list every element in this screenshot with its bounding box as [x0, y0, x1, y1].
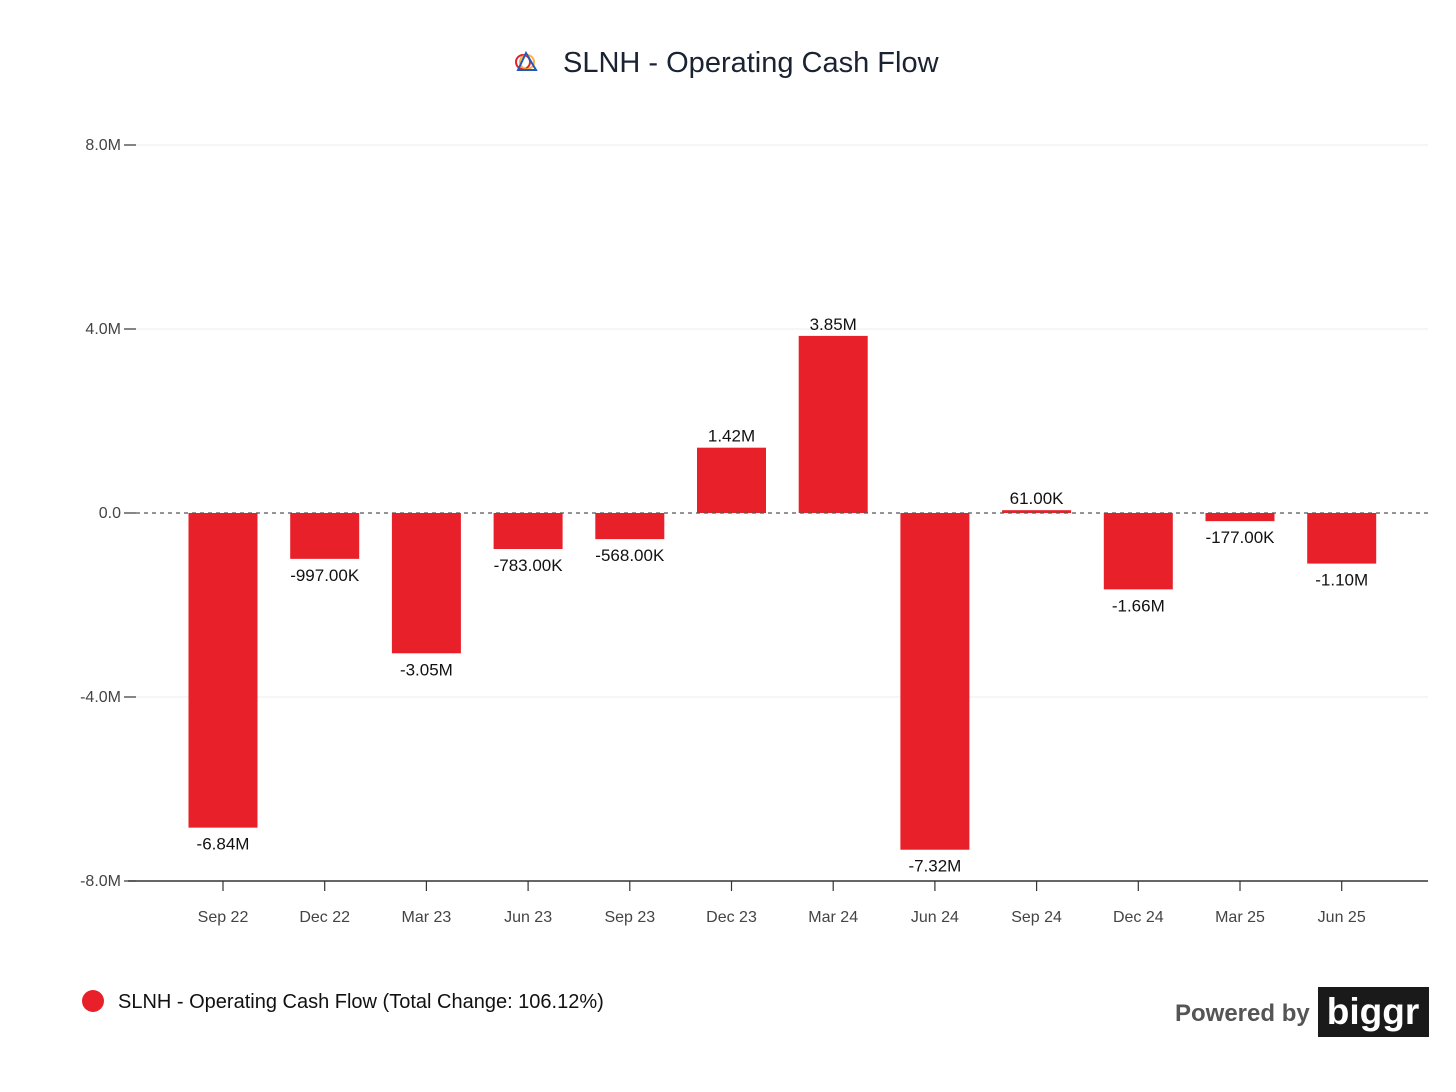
- bar: [188, 513, 258, 828]
- bar: [697, 447, 766, 513]
- y-tick-label: 0.0: [99, 505, 121, 522]
- bar-data-label: -997.00K: [290, 566, 360, 585]
- bar-data-label: -3.05M: [400, 660, 453, 679]
- bar-series: [188, 335, 1377, 850]
- powered-by-label: Powered by: [1175, 1000, 1310, 1027]
- x-tick-label: Jun 25: [1318, 909, 1366, 926]
- bar: [1307, 513, 1377, 564]
- y-tick-label: 4.0M: [85, 321, 121, 338]
- chart-title: SLNH - Operating Cash Flow: [563, 47, 940, 79]
- bar: [1205, 513, 1275, 522]
- bar-data-label: -6.84M: [197, 835, 250, 854]
- brand-badge: [1318, 987, 1429, 1037]
- y-tick-label: -4.0M: [80, 689, 121, 706]
- bar-data-label: 1.42M: [708, 427, 755, 446]
- x-tick-label: Jun 23: [504, 909, 552, 926]
- bar-data-label: -7.32M: [908, 857, 961, 876]
- bar: [1103, 513, 1173, 590]
- bar-data-label: 3.85M: [810, 315, 857, 334]
- x-tick-label: Dec 24: [1113, 909, 1164, 926]
- y-tick-label: 8.0M: [85, 137, 121, 154]
- chart-title-group: SLNH - Operating Cash Flow: [515, 47, 940, 79]
- grid-layer: [128, 144, 1428, 698]
- bar-data-labels: -6.84M -997.00K -3.05M -783.00K -568.00K 1.42…: [197, 315, 1369, 876]
- x-tick-label: Dec 23: [706, 909, 757, 926]
- bar-data-label: -568.00K: [595, 546, 665, 565]
- x-axis: Sep 22 Dec 22 Mar 23 Jun 23 Sep 23 Dec 23 Mar …: [198, 881, 1366, 926]
- x-tick-label: Mar 25: [1215, 909, 1265, 926]
- x-tick-label: Jun 24: [911, 909, 959, 926]
- biggr-logo-icon: [515, 50, 538, 71]
- x-tick-label: Sep 23: [604, 909, 655, 926]
- brand-label: biggr: [1327, 991, 1419, 1032]
- bar: [290, 513, 360, 559]
- bar: [798, 335, 868, 513]
- bar: [391, 513, 461, 654]
- bar-data-label: -177.00K: [1206, 528, 1276, 547]
- bar: [493, 513, 563, 550]
- y-axis: 8.0M 4.0M 0.0 -4.0M -8.0M: [80, 137, 136, 890]
- x-tick-label: Mar 23: [402, 909, 452, 926]
- bar-data-label: 61.00K: [1010, 489, 1065, 508]
- legend[interactable]: SLNH - Operating Cash Flow (Total Change…: [82, 990, 604, 1013]
- legend-marker: [82, 990, 104, 1012]
- legend-label: SLNH - Operating Cash Flow (Total Change…: [118, 991, 604, 1013]
- bar: [1002, 510, 1072, 513]
- bar-data-label: -783.00K: [494, 556, 564, 575]
- x-tick-label: Dec 22: [299, 909, 350, 926]
- x-tick-label: Mar 24: [808, 909, 858, 926]
- x-tick-label: Sep 24: [1011, 909, 1062, 926]
- y-tick-label: -8.0M: [80, 873, 121, 890]
- bar-data-label: -1.66M: [1112, 596, 1165, 615]
- powered-by-branding[interactable]: Powered by biggr: [1175, 987, 1429, 1037]
- bar-data-label: -1.10M: [1315, 571, 1368, 590]
- bar: [900, 513, 970, 850]
- bar: [595, 513, 665, 540]
- x-tick-label: Sep 22: [198, 909, 249, 926]
